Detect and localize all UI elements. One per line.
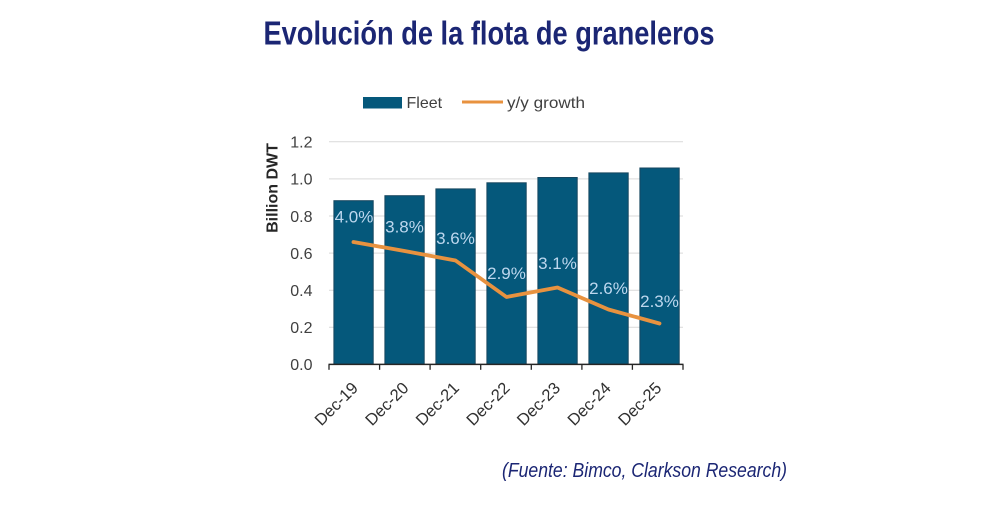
svg-text:2.6%: 2.6% (589, 279, 628, 298)
svg-text:(Fuente: Bimco, Clarkson Resea: (Fuente: Bimco, Clarkson Research) (502, 459, 787, 482)
svg-text:1.0: 1.0 (290, 172, 312, 189)
svg-text:0.6: 0.6 (290, 246, 312, 263)
svg-text:3.6%: 3.6% (436, 229, 475, 248)
svg-text:0.4: 0.4 (290, 283, 312, 300)
svg-text:2.3%: 2.3% (640, 292, 679, 311)
svg-text:Billion DWT: Billion DWT (265, 143, 282, 233)
svg-text:3.1%: 3.1% (538, 254, 577, 273)
svg-text:4.0%: 4.0% (335, 208, 374, 227)
svg-text:0.8: 0.8 (290, 209, 312, 226)
svg-text:y/y growth: y/y growth (507, 95, 585, 112)
svg-text:2.9%: 2.9% (487, 264, 526, 283)
svg-text:0.2: 0.2 (290, 320, 312, 337)
svg-text:3.8%: 3.8% (385, 218, 424, 237)
svg-text:Evolución de la flota de grane: Evolución de la flota de graneleros (264, 16, 715, 53)
svg-text:Fleet: Fleet (407, 95, 443, 112)
svg-text:0.0: 0.0 (290, 357, 312, 374)
svg-text:1.2: 1.2 (290, 135, 312, 152)
